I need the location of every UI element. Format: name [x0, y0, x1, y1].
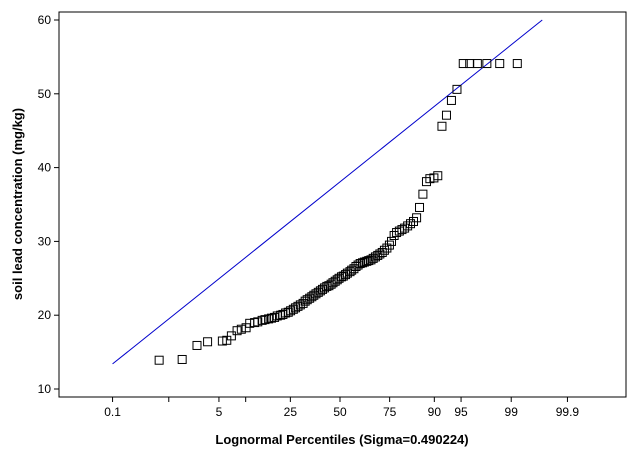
x-tick-label: 50 [333, 405, 347, 419]
data-point [257, 315, 267, 325]
x-tick-label: 0.1 [104, 405, 121, 419]
data-point [177, 354, 187, 364]
y-tick-label: 20 [38, 308, 52, 322]
data-point [418, 189, 428, 199]
data-point [226, 331, 236, 341]
data-point [433, 171, 443, 181]
data-point [482, 59, 492, 69]
y-axis-title: soil lead concentration (mg/kg) [10, 108, 25, 300]
data-point [421, 177, 431, 187]
data-point [266, 313, 276, 323]
y-axis: 10 20 30 40 50 60 [38, 13, 59, 396]
data-point [406, 219, 416, 229]
data-point [192, 340, 202, 350]
data-point [512, 59, 522, 69]
reference-line-layer [112, 19, 543, 365]
data-point [472, 59, 482, 69]
data-point [446, 95, 456, 105]
x-tick-label: 90 [428, 405, 442, 419]
x-tick-label: 75 [383, 405, 397, 419]
fitted-reference-line [112, 19, 543, 365]
data-point [458, 59, 468, 69]
x-tick-label: 5 [216, 405, 223, 419]
data-point [154, 355, 164, 365]
plot-frame [58, 11, 627, 398]
data-point [387, 236, 397, 246]
data-point [379, 245, 389, 255]
data-points [154, 59, 522, 365]
data-point [495, 59, 505, 69]
y-tick-label: 60 [38, 13, 52, 27]
data-point [437, 121, 447, 131]
x-tick-label: 99.9 [556, 405, 580, 419]
y-tick-label: 40 [38, 161, 52, 175]
x-tick-label: 95 [454, 405, 468, 419]
data-point [293, 301, 303, 311]
data-point [415, 202, 425, 212]
data-point [441, 110, 451, 120]
y-tick-label: 50 [38, 87, 52, 101]
y-tick-label: 30 [38, 234, 52, 248]
x-tick-label: 99 [505, 405, 519, 419]
data-point [452, 84, 462, 94]
data-point [382, 243, 392, 253]
data-point [412, 213, 422, 223]
y-tick-label: 10 [38, 382, 52, 396]
data-point [264, 314, 274, 324]
data-point [236, 324, 246, 334]
x-tick-label: 25 [284, 405, 298, 419]
x-axis: 0.1 5 25 50 75 90 95 99 99.9 [104, 397, 579, 419]
x-axis-title: Lognormal Percentiles (Sigma=0.490224) [215, 432, 468, 447]
data-point [203, 337, 213, 347]
data-point [394, 226, 404, 236]
